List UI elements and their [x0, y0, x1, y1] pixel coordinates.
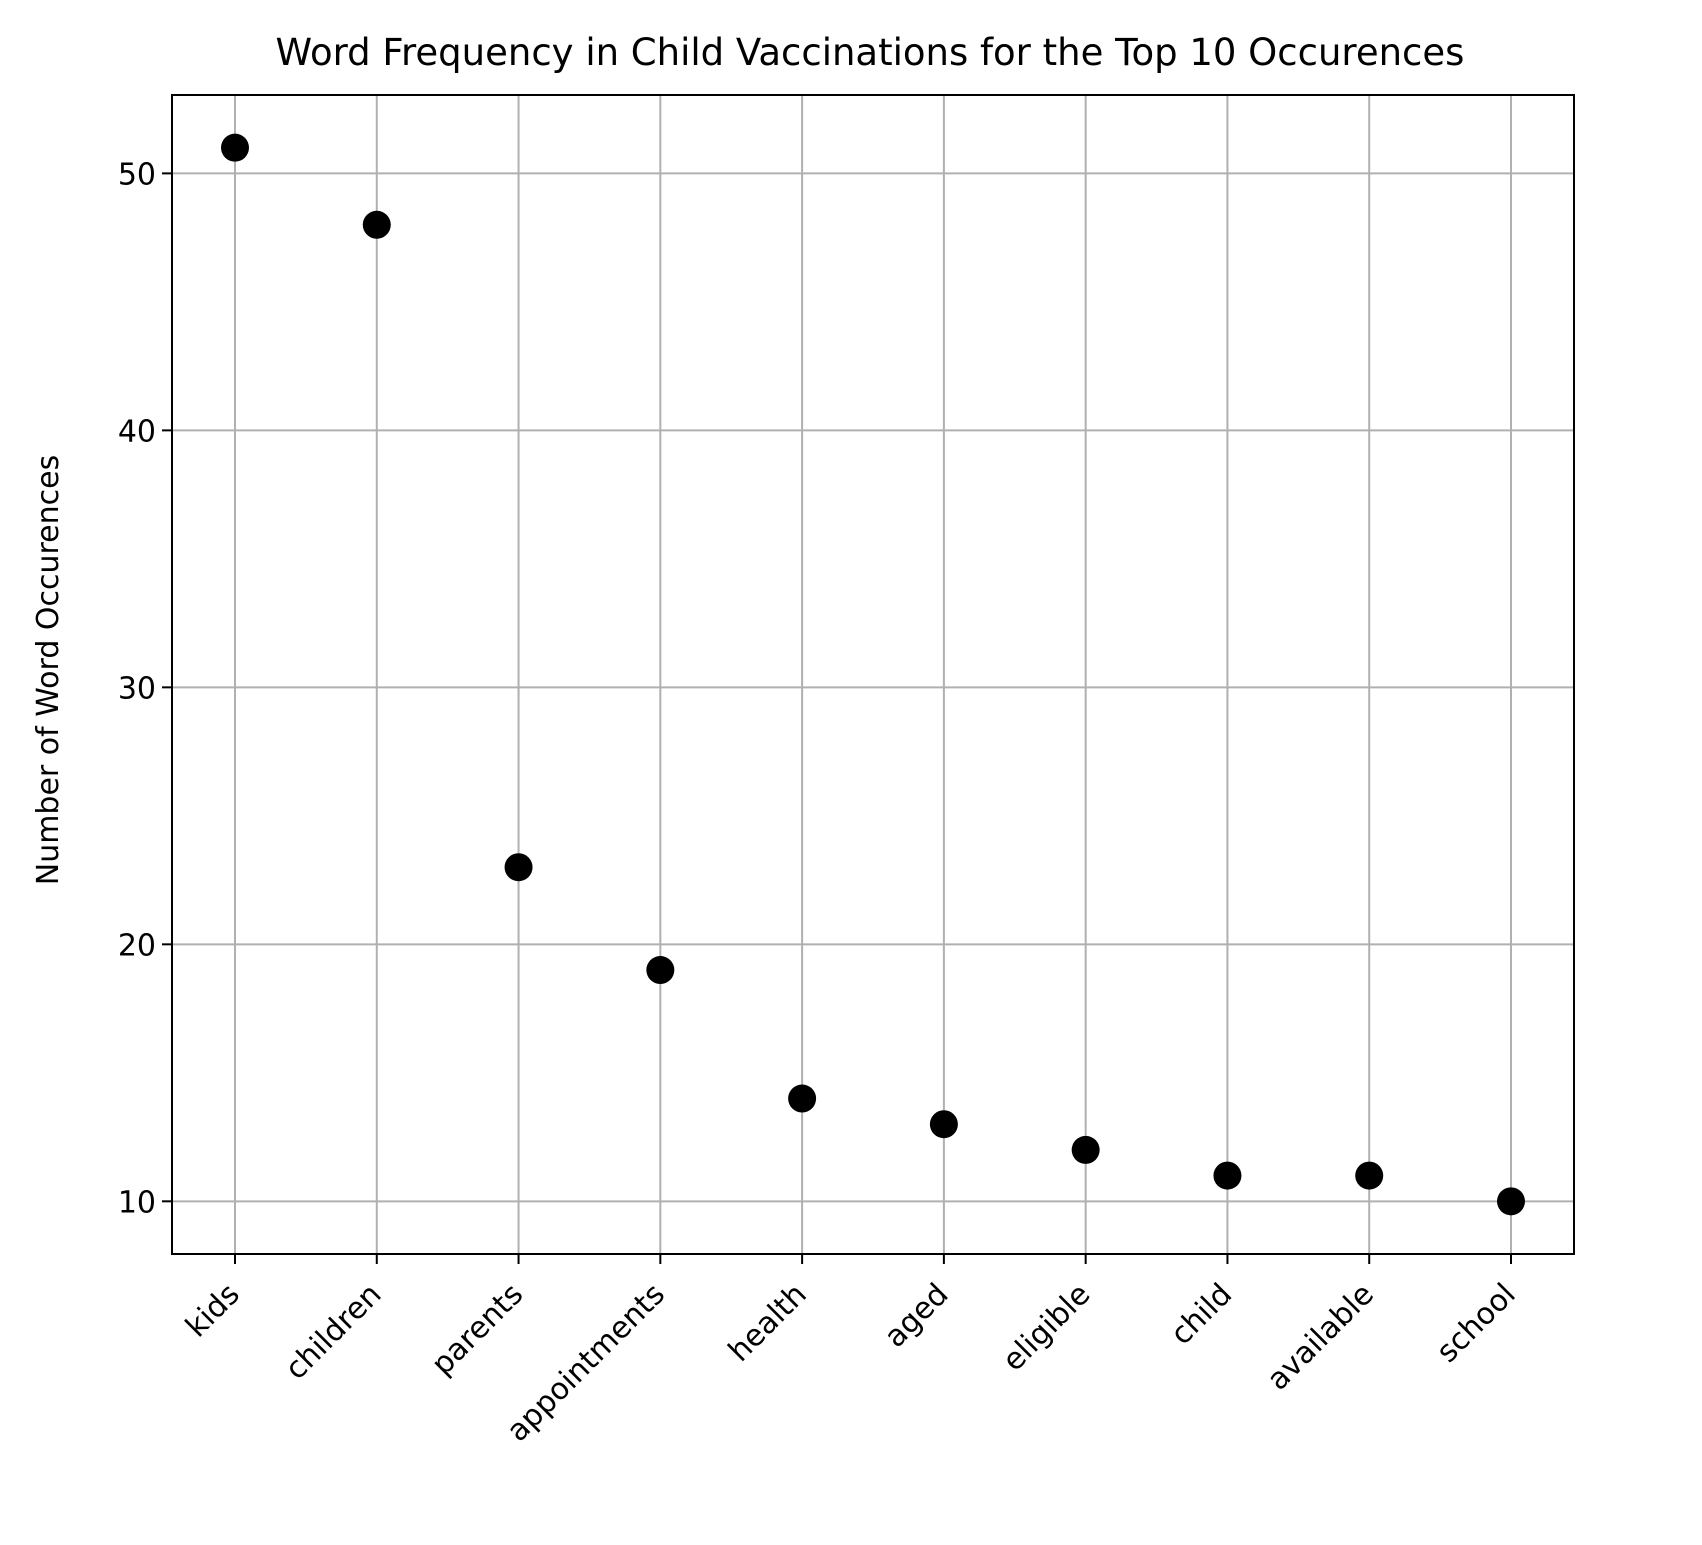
y-tick-label: 30: [118, 671, 156, 706]
y-axis-ticks: 10 20 30 40 50: [118, 157, 172, 1220]
data-point: [646, 956, 675, 985]
data-point: [1355, 1161, 1384, 1190]
y-tick-label: 20: [118, 928, 156, 963]
grid: [172, 95, 1574, 1254]
data-point: [362, 210, 391, 239]
data-point: [221, 133, 249, 162]
chart-title: Word Frequency in Child Vaccinations for…: [276, 31, 1465, 74]
data-point: [1071, 1135, 1100, 1164]
data-point: [504, 853, 533, 882]
y-tick-label: 10: [118, 1185, 156, 1220]
data-point: [788, 1084, 817, 1113]
data-point: [1213, 1161, 1242, 1190]
data-point: [929, 1110, 958, 1139]
y-tick-label: 50: [118, 157, 156, 192]
y-axis-label: Number of Word Occurences: [31, 455, 66, 886]
plot-area-frame: [171, 94, 1575, 1255]
data-points: [221, 133, 1525, 1216]
y-tick-label: 40: [118, 414, 156, 449]
data-point: [1497, 1187, 1525, 1216]
